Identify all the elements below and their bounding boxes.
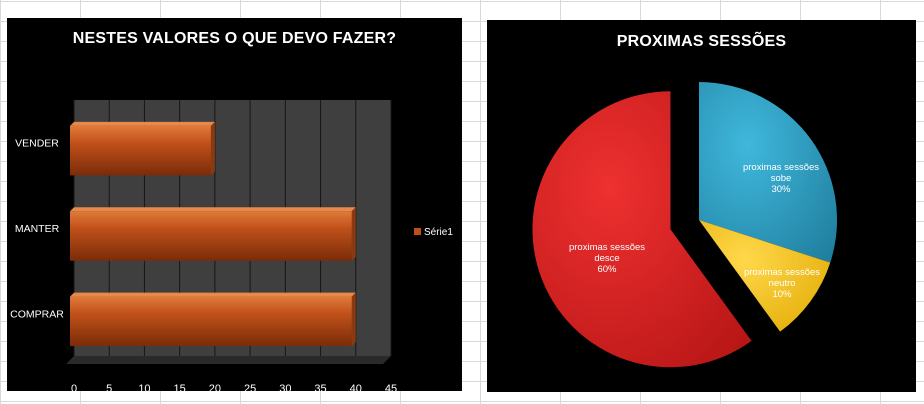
bar-chart-title: NESTES VALORES O QUE DEVO FAZER? xyxy=(72,30,397,47)
slice-label: proximas sessões neutro 10% xyxy=(744,267,820,300)
bar-comprar xyxy=(70,296,352,347)
x-tick-label: 10 xyxy=(138,383,150,395)
bar-vender xyxy=(70,125,211,176)
y-category-label: VENDER xyxy=(15,138,59,150)
bar-chart-panel: NESTES VALORES O QUE DEVO FAZER? 0 5 10 15 2… xyxy=(7,18,462,395)
x-tick-label: 40 xyxy=(350,383,362,395)
bar-chart-svg: 0 5 10 15 20 25 30 35 40 45 COMPRAR MANTER VENDER Sér… xyxy=(10,100,453,395)
bar-top-face xyxy=(70,292,356,297)
y-category-label: MANTER xyxy=(15,223,60,235)
pie-slice xyxy=(532,91,752,368)
y-category-label: COMPRAR xyxy=(10,308,64,320)
x-tick-label: 35 xyxy=(314,383,326,395)
pie-chart-panel: PROXIMAS SESSÕES proximas sessões sobe 30%… xyxy=(487,20,916,392)
x-tick-label: 20 xyxy=(209,383,221,395)
pie-slice xyxy=(699,82,837,263)
legend-swatch xyxy=(414,228,421,235)
bar-manter xyxy=(70,211,352,261)
x-tick-label: 5 xyxy=(106,383,112,395)
bar-side-face xyxy=(351,292,356,347)
bar-side-face xyxy=(210,121,215,176)
bar-side-face xyxy=(351,207,356,261)
pie-slice xyxy=(699,220,831,332)
bar-top-face xyxy=(70,207,356,212)
slice-label: proximas sessões desce 60% xyxy=(569,242,645,275)
legend-label: Série1 xyxy=(424,227,453,238)
x-tick-label: 0 xyxy=(71,383,77,395)
bar-top-face xyxy=(70,121,215,126)
x-tick-label: 45 xyxy=(385,383,397,395)
pie-chart-title: PROXIMAS SESSÕES xyxy=(616,33,787,50)
x-tick-label: 15 xyxy=(174,383,186,395)
x-tick-label: 30 xyxy=(279,383,291,395)
pie-chart-svg: proximas sessões sobe 30% proximas sessões n… xyxy=(532,82,837,368)
x-tick-label: 25 xyxy=(244,383,256,395)
plot-floor xyxy=(66,356,391,364)
slice-label: proximas sessões sobe 30% xyxy=(743,162,819,195)
